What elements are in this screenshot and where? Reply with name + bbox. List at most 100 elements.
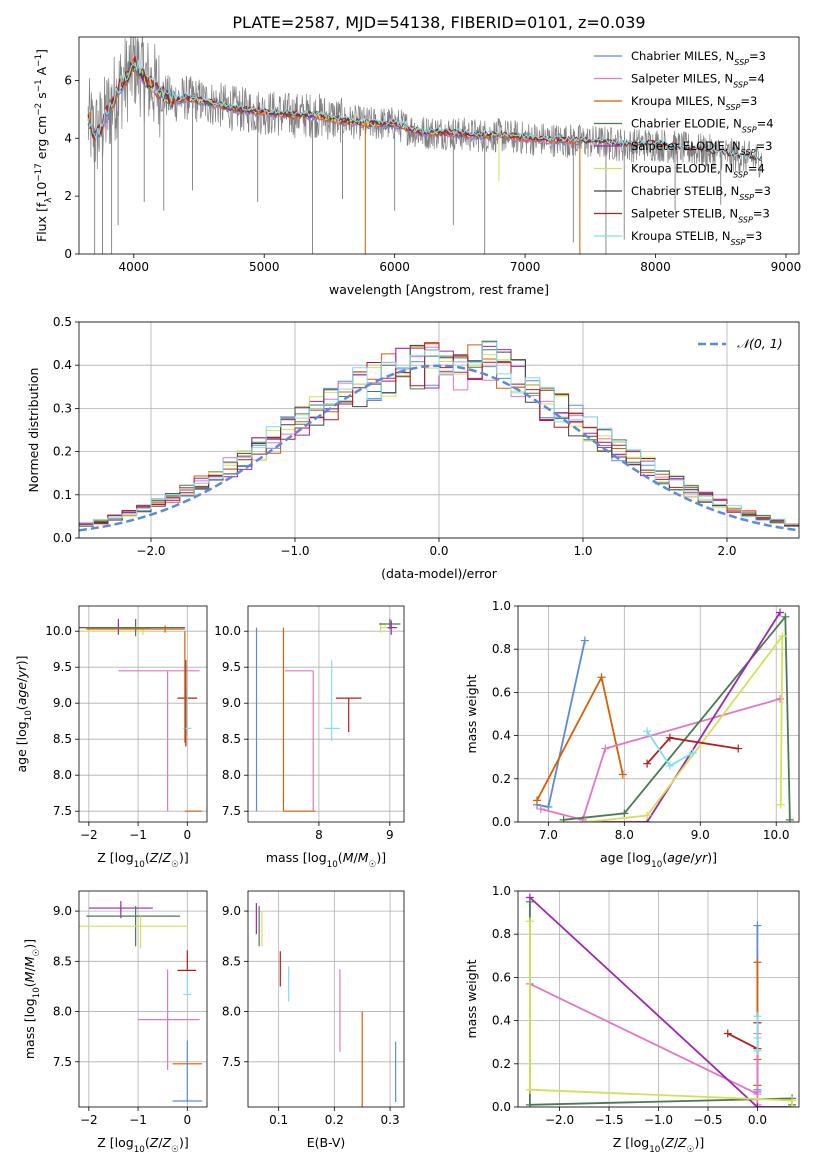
y-axis-label: Flux [fλ10−17 erg cm−2 s−1 A−1] — [34, 49, 54, 242]
y-tick-label: 0.8 — [492, 927, 511, 941]
weight-marker — [753, 1090, 762, 1099]
y-tick-label: 10.0 — [214, 624, 241, 638]
x-axis-label: wavelength [Angstrom, rest frame] — [329, 282, 549, 297]
gridlines — [248, 891, 404, 1107]
y-tick-label: 0.0 — [53, 531, 72, 545]
weight-line — [540, 698, 781, 821]
y-tick-label: 9.5 — [53, 660, 72, 674]
axes-frame — [78, 36, 800, 255]
legend-entry: Salpeter ELODIE, NSSP=3 — [631, 139, 772, 157]
y-axis-label: Normed distribution — [26, 368, 41, 493]
y-tick-label: 7.5 — [222, 804, 241, 818]
normal-curve — [79, 364, 799, 532]
x-tick-label: 4000 — [119, 260, 150, 274]
mass-vs-Z-panel: −2 −1 0 7.5 8.0 8.5 9.0 mass [log10(M/M☉)] Z [lo… — [22, 890, 208, 1155]
plot-area — [255, 618, 401, 812]
x-tick-label: 0.0 — [429, 544, 448, 558]
x-tick-label: 0.3 — [381, 1113, 400, 1127]
weight-marker — [723, 1029, 732, 1038]
y-axis-label: mass [log10(M/M☉)] — [22, 939, 42, 1059]
gridlines — [79, 891, 207, 1107]
y-tick-label: 0.0 — [492, 1100, 511, 1114]
x-axis-label: Z [log10(Z/Z☉)] — [97, 1135, 189, 1155]
weight-marker — [525, 1085, 534, 1094]
x-tick-label: 5000 — [249, 260, 280, 274]
x-tick-label: −1.0 — [644, 1113, 673, 1127]
weight-marker — [753, 1012, 762, 1021]
y-axis-label: mass weight — [464, 959, 479, 1038]
legend-entry: 𝒩(0, 1) — [737, 336, 783, 351]
weight-marker — [778, 632, 787, 641]
histogram-step — [79, 341, 799, 538]
x-tick-label: 7000 — [510, 260, 541, 274]
weight-line — [586, 633, 784, 822]
y-tick-label: 0.4 — [53, 358, 72, 372]
x-tick-label: 7.0 — [539, 828, 558, 842]
weight-marker — [582, 818, 591, 822]
x-tick-label: −1 — [129, 1113, 147, 1127]
x-axis-label: E(B-V) — [307, 1135, 346, 1150]
weight-marker — [776, 608, 785, 617]
x-axis-label: (data-model)/error — [381, 566, 498, 581]
plot-area — [532, 608, 794, 822]
x-tick-label: 0 — [183, 828, 191, 842]
x-tick-label: 8.0 — [615, 828, 634, 842]
y-tick-label: 8.5 — [53, 954, 72, 968]
x-tick-label: 9.0 — [691, 828, 710, 842]
axes-frame — [247, 605, 405, 823]
y-tick-label: 9.0 — [222, 696, 241, 710]
weight-vs-age-panel: 7.0 8.0 9.0 10.0 0.0 0.2 0.4 0.6 0.8 1.0 mass weig… — [464, 599, 800, 870]
x-tick-label: 0.2 — [325, 1113, 344, 1127]
x-tick-label: 2.0 — [717, 544, 736, 558]
weight-marker — [525, 893, 534, 902]
y-tick-label: 8.5 — [222, 732, 241, 746]
x-tick-label: 0 — [183, 1113, 191, 1127]
y-tick-label: 7.5 — [222, 1055, 241, 1069]
y-axis-label: age [log10(age/yr)] — [14, 655, 34, 772]
x-tick-label: −1.0 — [280, 544, 309, 558]
legend-entry: Salpeter MILES, NSSP=4 — [631, 72, 765, 90]
weight-marker — [781, 612, 790, 621]
y-tick-label: 9.0 — [53, 696, 72, 710]
y-tick-label: 8.0 — [53, 768, 72, 782]
weight-marker — [618, 770, 627, 779]
axes-frame — [78, 890, 208, 1108]
y-tick-label: 0.6 — [492, 685, 511, 699]
y-tick-label: 2 — [64, 189, 72, 203]
x-axis-label: Z [log10(Z/Z☉)] — [97, 850, 189, 870]
y-tick-label: 4 — [64, 131, 72, 145]
axes-frame — [517, 605, 800, 823]
weight-marker — [580, 636, 589, 645]
x-tick-label: 6000 — [379, 260, 410, 274]
weight-marker — [620, 809, 629, 818]
y-tick-label: 10.0 — [45, 624, 72, 638]
spectrum-panel: 4000 5000 6000 7000 8000 9000 0 2 4 6 wavelength [… — [34, 36, 801, 297]
weight-marker — [688, 748, 697, 757]
weight-vs-Z-panel: −2.0 −1.5 −1.0 −0.5 0.0 0.0 0.2 0.4 0.6 0.8 1.0 mas… — [464, 884, 800, 1155]
mass-vs-EBV-panel: 0.1 0.2 0.3 7.5 8.0 8.5 9.0 E(B-V) — [222, 890, 405, 1150]
y-tick-label: 0.2 — [492, 772, 511, 786]
y-tick-label: 8.0 — [53, 1005, 72, 1019]
x-tick-label: −1 — [129, 828, 147, 842]
x-tick-label: −2 — [80, 828, 98, 842]
y-tick-label: 8.0 — [222, 1005, 241, 1019]
legend-entry: Kroupa ELODIE, NSSP=4 — [631, 162, 765, 180]
weight-marker — [776, 694, 785, 703]
x-axis-label: Z [log10(Z/Z☉)] — [613, 1135, 705, 1155]
x-tick-label: −2.0 — [136, 544, 165, 558]
weight-line — [529, 921, 793, 1107]
y-tick-label: 0.0 — [492, 815, 511, 829]
x-tick-label: 0.1 — [269, 1113, 288, 1127]
legend-entry: Kroupa STELIB, NSSP=3 — [631, 229, 762, 247]
y-tick-label: 8.0 — [222, 768, 241, 782]
plot-area — [79, 901, 203, 1102]
legend-entry: Salpeter STELIB, NSSP=3 — [631, 207, 770, 225]
y-tick-label: 9.5 — [222, 660, 241, 674]
weight-marker — [776, 800, 785, 809]
x-tick-label: 10.0 — [763, 828, 790, 842]
model-spectrum-line — [87, 59, 762, 161]
plot-area — [255, 903, 397, 1107]
weight-marker — [665, 761, 674, 770]
axes-frame — [78, 321, 800, 539]
